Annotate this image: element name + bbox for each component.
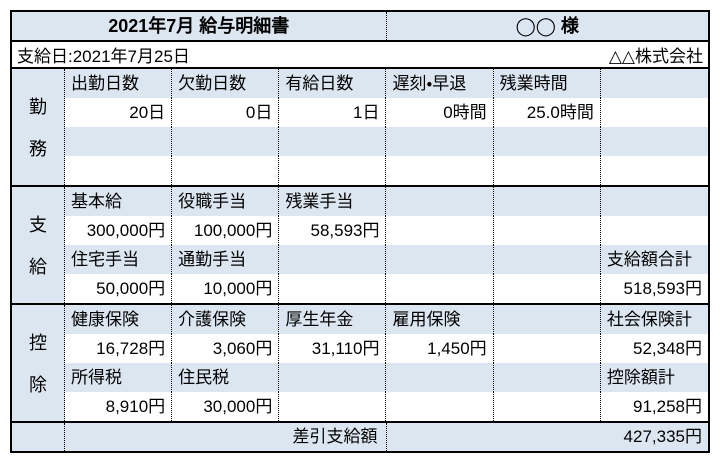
kinmu-item-value-cell bbox=[65, 156, 173, 185]
footer-spacer-cell bbox=[12, 423, 65, 451]
kinmu-item-label-cell: 欠勤日数 bbox=[172, 69, 280, 98]
kojo-item-label-cell bbox=[279, 363, 387, 392]
kojo-item-value-cell: 52,348円 bbox=[600, 334, 708, 363]
shikyu-item-label-cell: 役職手当 bbox=[172, 187, 280, 216]
kojo-item-label-cell bbox=[493, 305, 601, 334]
section-label-kojo: 控除 bbox=[12, 305, 65, 421]
kinmu-item-value-cell bbox=[600, 156, 708, 185]
kojo-item-value-cell bbox=[493, 392, 601, 421]
kinmu-item-value-cell: 1日 bbox=[279, 98, 387, 127]
kojo-item-value-cell bbox=[493, 334, 601, 363]
kojo-item-label-cell: 介護保険 bbox=[172, 305, 280, 334]
kinmu-item-value-cell: 25.0時間 bbox=[493, 98, 601, 127]
shikyu-item-value-cell: 10,000円 bbox=[172, 274, 280, 303]
kinmu-item-value-cell: 0日 bbox=[172, 98, 280, 127]
kojo-item-value-cell: 30,000円 bbox=[172, 392, 280, 421]
payslip-title: 2021年7月 給与明細書 bbox=[12, 12, 387, 40]
kojo-item-value-cell: 3,060円 bbox=[172, 334, 280, 363]
kinmu-item-label-cell: 遅刻・早退 bbox=[386, 69, 494, 98]
kojo-item-label-cell: 社会保険計 bbox=[600, 305, 708, 334]
kojo-item-value-cell: 16,728円 bbox=[65, 334, 173, 363]
shikyu-item-label-cell: 残業手当 bbox=[279, 187, 387, 216]
kojo-item-label-cell bbox=[493, 363, 601, 392]
section-label-shikyu: 支給 bbox=[12, 187, 65, 303]
section-label-char: 除 bbox=[29, 375, 47, 395]
kinmu-item-label-cell: 有給日数 bbox=[279, 69, 387, 98]
shikyu-item-label-cell bbox=[279, 245, 387, 274]
shikyu-item-value-cell: 58,593円 bbox=[279, 216, 387, 245]
section-label-char: 給 bbox=[29, 257, 47, 277]
shikyu-item-value-cell bbox=[493, 274, 601, 303]
kojo-item-label-cell: 控除額計 bbox=[600, 363, 708, 392]
section-kojo: 控除健康保険 介護保険 厚生年金 雇用保険 社会保険計 16,728円 3,060円 31,1… bbox=[12, 305, 708, 423]
shikyu-item-value-cell: 100,000円 bbox=[172, 216, 280, 245]
kojo-item-label-cell: 所得税 bbox=[65, 363, 173, 392]
shikyu-item-value-cell bbox=[279, 274, 387, 303]
kojo-item-label-cell bbox=[386, 363, 494, 392]
shikyu-item-label-cell bbox=[386, 245, 494, 274]
kinmu-item-label-cell: 出勤日数 bbox=[65, 69, 173, 98]
kojo-item-value-cell bbox=[386, 392, 494, 421]
shikyu-item-value-cell: 518,593円 bbox=[600, 274, 708, 303]
shikyu-item-label-cell: 通勤手当 bbox=[172, 245, 280, 274]
section-label-char: 務 bbox=[29, 139, 47, 159]
header-row: 2021年7月 給与明細書 ◯◯ 様 bbox=[12, 12, 708, 42]
shikyu-item-label-cell: 基本給 bbox=[65, 187, 173, 216]
kojo-item-label-cell: 雇用保険 bbox=[386, 305, 494, 334]
kinmu-item-label-cell bbox=[386, 127, 494, 156]
net-pay-value: 427,335円 bbox=[623, 427, 702, 446]
net-pay-label: 差引支給額 bbox=[65, 423, 387, 451]
kinmu-item-value-cell bbox=[279, 156, 387, 185]
kinmu-item-label-cell bbox=[65, 127, 173, 156]
pay-date: 支給日:2021年7月25日 bbox=[17, 47, 190, 66]
shikyu-item-value-cell: 300,000円 bbox=[65, 216, 173, 245]
shikyu-item-value-cell bbox=[600, 216, 708, 245]
shikyu-item-label-cell: 支給額合計 bbox=[600, 245, 708, 274]
kinmu-item-value-cell: 20日 bbox=[65, 98, 173, 127]
kojo-item-value-cell: 1,450円 bbox=[386, 334, 494, 363]
net-pay-row: 差引支給額 427,335円 bbox=[12, 423, 708, 451]
kinmu-item-value-cell bbox=[600, 98, 708, 127]
section-shikyu: 支給基本給 役職手当 残業手当 300,000円 100,000円 58,593円 住宅手当… bbox=[12, 187, 708, 305]
kinmu-item-value-cell bbox=[172, 156, 280, 185]
shikyu-item-label-cell bbox=[493, 187, 601, 216]
shikyu-item-label-cell: 住宅手当 bbox=[65, 245, 173, 274]
kojo-item-label-cell: 健康保険 bbox=[65, 305, 173, 334]
kojo-item-value-cell: 31,110円 bbox=[279, 334, 387, 363]
kojo-item-label-cell: 厚生年金 bbox=[279, 305, 387, 334]
kojo-item-value-cell: 8,910円 bbox=[65, 392, 173, 421]
shikyu-item-value-cell bbox=[386, 216, 494, 245]
kinmu-item-label-cell bbox=[279, 127, 387, 156]
recipient-name: ◯◯ 様 bbox=[515, 16, 579, 36]
shikyu-item-label-cell bbox=[493, 245, 601, 274]
section-label-kinmu: 勤務 bbox=[12, 69, 65, 185]
kojo-item-label-cell: 住民税 bbox=[172, 363, 280, 392]
shikyu-item-label-cell bbox=[600, 187, 708, 216]
kinmu-item-value-cell: 0時間 bbox=[386, 98, 494, 127]
shikyu-item-label-cell bbox=[386, 187, 494, 216]
payslip-table: 2021年7月 給与明細書 ◯◯ 様 支給日:2021年7月25日 △△株式会社… bbox=[10, 10, 710, 453]
kinmu-item-label-cell bbox=[600, 127, 708, 156]
company-name: △△株式会社 bbox=[608, 47, 703, 66]
section-label-char: 控 bbox=[29, 333, 47, 353]
kinmu-item-label-cell bbox=[172, 127, 280, 156]
shikyu-item-value-cell: 50,000円 bbox=[65, 274, 173, 303]
section-label-char: 支 bbox=[29, 215, 47, 235]
pay-date-row: 支給日:2021年7月25日 △△株式会社 bbox=[12, 42, 708, 69]
section-label-char: 勤 bbox=[29, 97, 47, 117]
kinmu-item-label-cell bbox=[600, 69, 708, 98]
kinmu-item-label-cell bbox=[493, 127, 601, 156]
kojo-item-value-cell: 91,258円 bbox=[600, 392, 708, 421]
kinmu-item-value-cell bbox=[493, 156, 601, 185]
shikyu-item-value-cell bbox=[386, 274, 494, 303]
shikyu-item-value-cell bbox=[493, 216, 601, 245]
kinmu-item-label-cell: 残業時間 bbox=[493, 69, 601, 98]
section-kinmu: 勤務出勤日数 欠勤日数 有給日数 遅刻・早退 残業時間 20日 0日 1日 0時間 25.0時間 bbox=[12, 69, 708, 187]
kinmu-item-value-cell bbox=[386, 156, 494, 185]
kojo-item-value-cell bbox=[279, 392, 387, 421]
